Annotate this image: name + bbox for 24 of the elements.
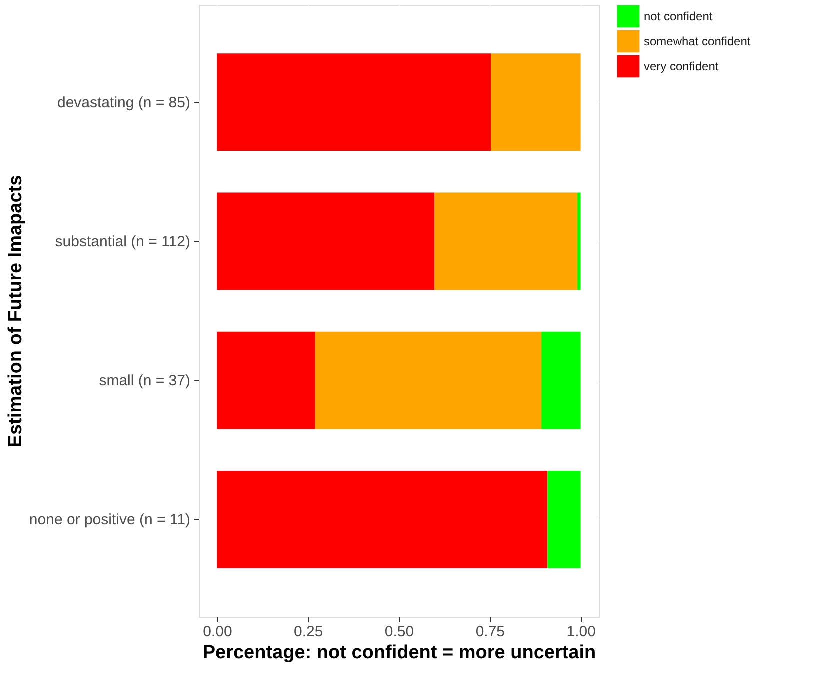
y-tick-label: devastating (n = 85) — [57, 94, 190, 112]
y-tick-label: small (n = 37) — [99, 372, 190, 390]
x-tick-label: 0.25 — [294, 624, 324, 640]
legend-label: not confident — [644, 10, 714, 24]
bar — [542, 332, 581, 430]
y-tick-label: substantial (n = 112) — [55, 233, 190, 250]
x-tick-label: 0.00 — [203, 624, 232, 640]
y-tick-label: none or positive (n = 11) — [29, 512, 190, 529]
bar — [217, 470, 548, 568]
x-tick-label: 0.50 — [384, 624, 414, 640]
bar — [578, 192, 581, 290]
bar — [315, 332, 542, 430]
bar — [217, 332, 316, 430]
legend-label: somewhat confident — [644, 34, 752, 48]
y-axis-title: Estimation of Future Imapacts — [5, 175, 26, 448]
x-tick-label: 0.75 — [476, 624, 506, 640]
x-tick-label: 1.00 — [566, 624, 596, 640]
x-axis-title: Percentage: not confident = more uncertain — [202, 642, 596, 664]
bar — [434, 192, 578, 290]
bar — [548, 470, 581, 568]
bar — [217, 54, 491, 152]
bar — [491, 54, 581, 152]
legend-label: very confident — [644, 60, 720, 74]
bar — [217, 192, 435, 290]
